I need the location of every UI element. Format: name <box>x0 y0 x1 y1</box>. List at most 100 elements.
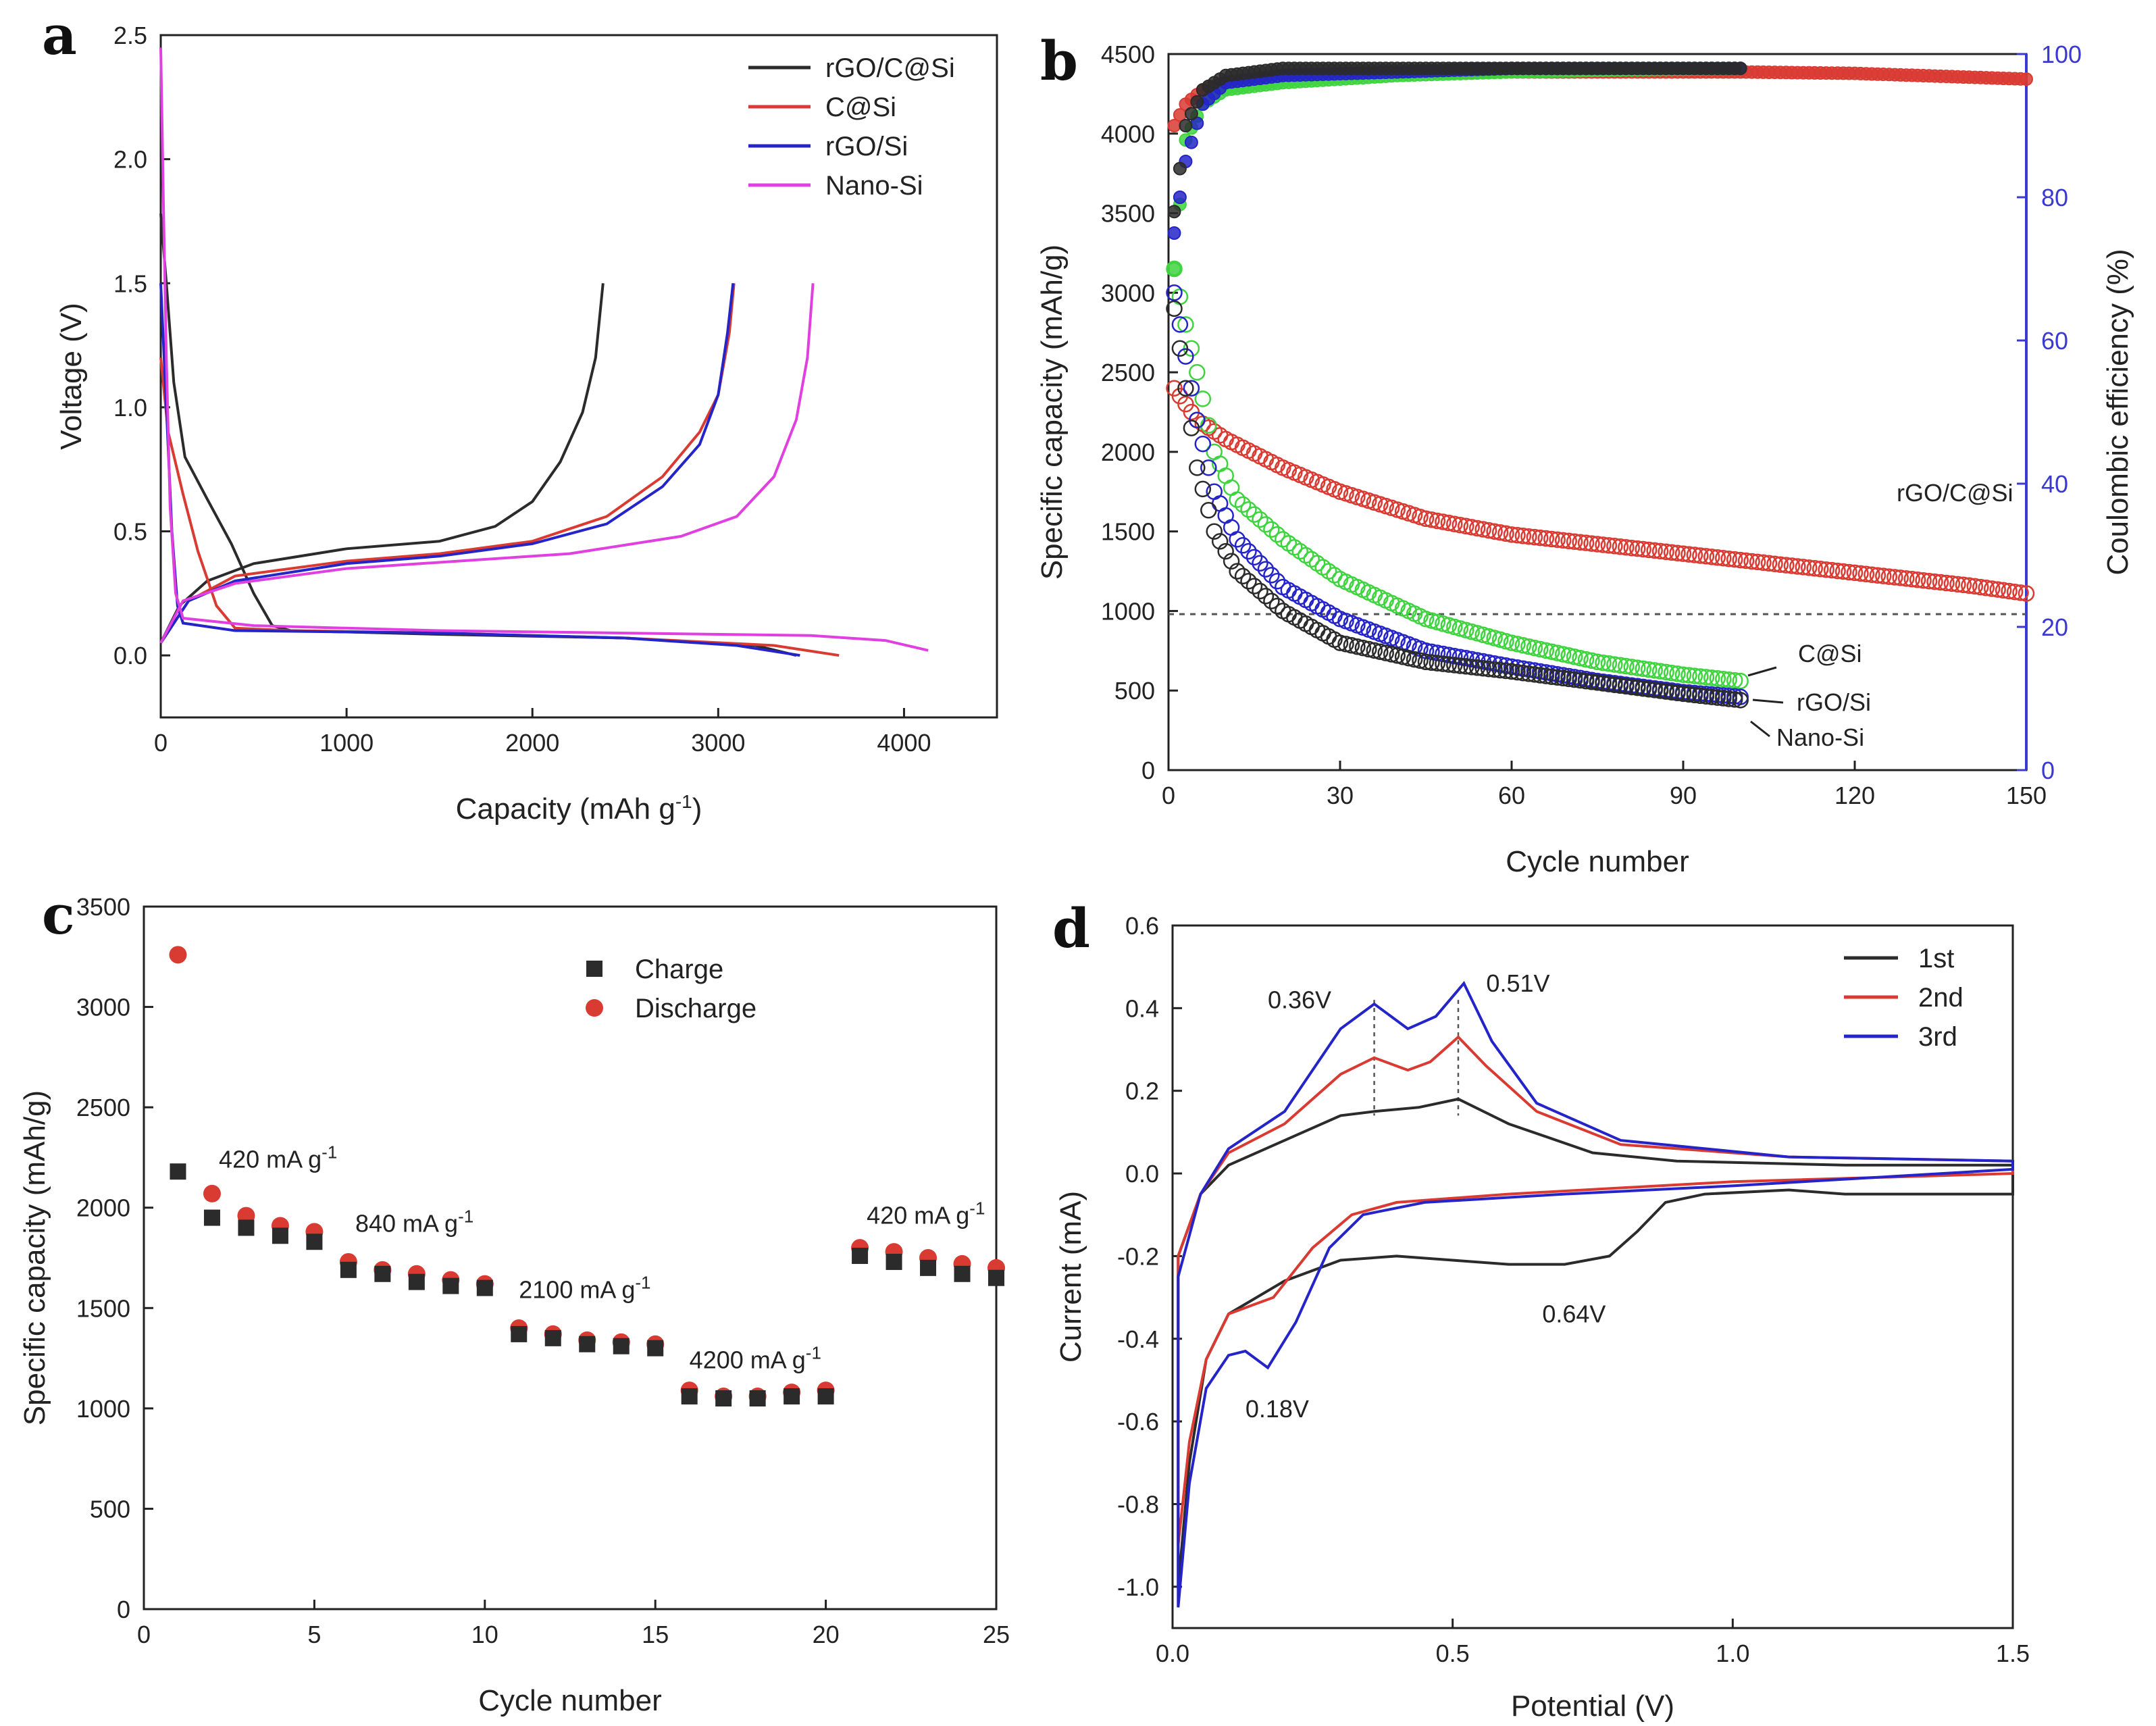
panel-b-capacity-point-2-14 <box>1240 542 1257 560</box>
panel-b-capacity-point-3-46 <box>1423 654 1440 671</box>
panel-b-capacity-point-3-3 <box>1177 380 1194 397</box>
panel-b-capacity-point-0-63 <box>1520 528 1537 545</box>
panel-c-charge-point-21 <box>852 1248 869 1265</box>
panel-a-ytick-label-5: 2.5 <box>113 22 147 49</box>
panel-b-xtick-label-4: 120 <box>1834 782 1875 809</box>
panel-a-ytick-label-0: 0.0 <box>113 642 147 669</box>
panel-b-capacity-point-3-39 <box>1383 646 1400 663</box>
panel-b-capacity-point-3-32 <box>1343 637 1360 654</box>
panel-b-capacity-point-3-74 <box>1583 674 1600 690</box>
panel-b-capacity-point-3-28 <box>1320 628 1337 645</box>
panel-a-series-0-charge-line <box>159 283 605 644</box>
panel-d-legend-label-2: 3rd <box>1918 1022 1957 1052</box>
panel-b-capacity-point-3-7 <box>1200 502 1217 519</box>
panel-d-cv-chart: 0.0 0.5 1.0 1.5 -1.0 -0.8 -0.6 -0.4 -0.2 0.0 0.2 0.… <box>1054 912 2030 1723</box>
panel-b-capacity-point-0-84 <box>1640 541 1658 559</box>
panel-b-capacity-point-1-62 <box>1514 637 1532 654</box>
panel-b-capacity-point-3-68 <box>1549 669 1566 686</box>
panel-b-arrow-nano-si <box>1750 720 1770 738</box>
panel-b-capacity-point-0-96 <box>1709 549 1726 566</box>
panel-d-annotation-3: 0.18V <box>1246 1395 1309 1423</box>
panel-a-legend-label-3: Nano-Si <box>825 171 923 201</box>
panel-b-capacity-point-1-67 <box>1543 643 1560 660</box>
panel-c-xtick-label-1: 5 <box>307 1621 321 1648</box>
panel-b-capacity-point-3-31 <box>1337 636 1354 653</box>
panel-b-xtick-label-1: 30 <box>1327 782 1354 809</box>
panel-b-capacity-point-0-75 <box>1589 536 1606 553</box>
panel-b-capacity-point-1-82 <box>1629 659 1646 676</box>
panel-b-capacity-point-0-113 <box>1806 560 1823 577</box>
panel-c-charge-point-6 <box>340 1261 357 1278</box>
panel-b-capacity-point-3-91 <box>1680 686 1697 703</box>
panel-b-capacity-point-3-50 <box>1446 657 1463 674</box>
panel-b-capacity-point-0-125 <box>1875 567 1892 584</box>
panel-b-capacity-point-1-68 <box>1549 644 1566 661</box>
panel-b-capacity-point-3-42 <box>1400 649 1417 667</box>
panel-c-ylabel: Specific capacity (mAh/g) <box>18 1090 51 1425</box>
panel-b-capacity-point-0-136 <box>1938 574 1955 592</box>
panel-b-capacity-point-2-21 <box>1280 582 1298 599</box>
panel-d-xlabel: Potential (V) <box>1511 1690 1674 1723</box>
panel-b-capacity-point-1-1 <box>1166 260 1183 278</box>
panel-d-ylabel: Current (mA) <box>1054 1191 1087 1363</box>
panel-b-capacity-point-0-92 <box>1686 547 1703 563</box>
panel-b-capacity-point-3-11 <box>1223 553 1240 570</box>
panel-b-capacity-point-0-56 <box>1480 522 1497 539</box>
panel-c-ytick-label-1: 500 <box>90 1495 130 1523</box>
panel-b-capacity-point-3-93 <box>1692 687 1709 705</box>
panel-b-capacity-point-1-88 <box>1663 664 1680 682</box>
panel-b-capacity-point-0-79 <box>1612 538 1629 555</box>
panel-b-capacity-point-2-49 <box>1440 646 1458 663</box>
panel-b-capacity-point-0-140 <box>1961 577 1978 594</box>
panel-c-xlabel: Cycle number <box>478 1684 661 1717</box>
panel-b-ytick-label-r-0: 0 <box>2041 757 2055 784</box>
panel-b-capacity-point-1-81 <box>1623 659 1641 676</box>
panel-b-capacity-point-0-97 <box>1715 549 1732 567</box>
panel-b-capacity-point-0-144 <box>1983 580 2001 597</box>
panel-b-capacity-point-3-51 <box>1452 657 1469 674</box>
panel-c-charge-point-3 <box>238 1219 255 1236</box>
panel-b-capacity-point-3-60 <box>1503 663 1520 680</box>
panel-b-capacity-point-3-49 <box>1440 656 1458 673</box>
panel-b-capacity-point-0-127 <box>1886 569 1903 586</box>
panel-b-capacity-point-3-8 <box>1206 523 1223 540</box>
panel-b-capacity-point-3-61 <box>1509 663 1526 681</box>
panel-b-xtick-label-3: 90 <box>1670 782 1697 809</box>
panel-b-capacity-point-1-94 <box>1697 669 1715 686</box>
panel-d-series-2-line <box>1177 980 2014 1608</box>
panel-b-capacity-point-0-126 <box>1880 568 1898 585</box>
panel-b-capacity-point-3-26 <box>1308 621 1326 638</box>
panel-d-ytick-label-1: -0.8 <box>1117 1490 1159 1518</box>
panel-b-capacity-point-3-12 <box>1229 563 1246 580</box>
panel-b-ce-point-1-1 <box>1167 262 1181 276</box>
panel-d-ytick-label-6: 0.2 <box>1125 1077 1159 1105</box>
panel-b-ytick-label-r-2: 40 <box>2041 470 2068 498</box>
panel-b-capacity-point-0-50 <box>1446 515 1463 532</box>
panel-b-arrow-c-si <box>1747 666 1777 677</box>
panel-b-capacity-point-3-70 <box>1560 670 1577 688</box>
panel-b-capacity-point-3-80 <box>1618 678 1635 695</box>
panel-b-capacity-point-0-54 <box>1468 519 1486 537</box>
panel-b-ytick-label-3: 1500 <box>1101 518 1155 546</box>
panel-b-capacity-point-3-54 <box>1468 659 1486 676</box>
panel-b-capacity-point-0-147 <box>2001 582 2018 600</box>
panel-b-capacity-point-3-86 <box>1651 682 1669 699</box>
panel-b-capacity-point-1-12 <box>1229 491 1246 508</box>
panel-b-capacity-point-1-18 <box>1263 521 1280 538</box>
panel-b-capacity-point-1-77 <box>1600 655 1618 672</box>
panel-c-charge-point-23 <box>920 1259 937 1276</box>
panel-b-ce-point-3-1 <box>1167 205 1181 219</box>
panel-a-ytick-label-1: 0.5 <box>113 518 147 546</box>
panel-b-capacity-point-1-78 <box>1606 656 1623 673</box>
panel-b-capacity-point-0-55 <box>1474 521 1491 538</box>
panel-c-ytick-label-4: 2000 <box>76 1194 130 1222</box>
panel-d-legend-label-0: 1st <box>1918 944 1954 973</box>
panel-c-ytick-label-2: 1000 <box>76 1395 130 1423</box>
panel-b-ce-point-2-2 <box>1173 191 1187 204</box>
panel-b-capacity-point-0-114 <box>1812 561 1829 578</box>
panel-b-capacity-point-1-17 <box>1257 516 1275 533</box>
panel-b-capacity-point-0-66 <box>1537 530 1555 547</box>
panel-b-capacity-point-3-19 <box>1268 597 1286 615</box>
panel-b-capacity-point-3-67 <box>1543 668 1560 685</box>
panel-c-charge-point-19 <box>784 1388 800 1405</box>
